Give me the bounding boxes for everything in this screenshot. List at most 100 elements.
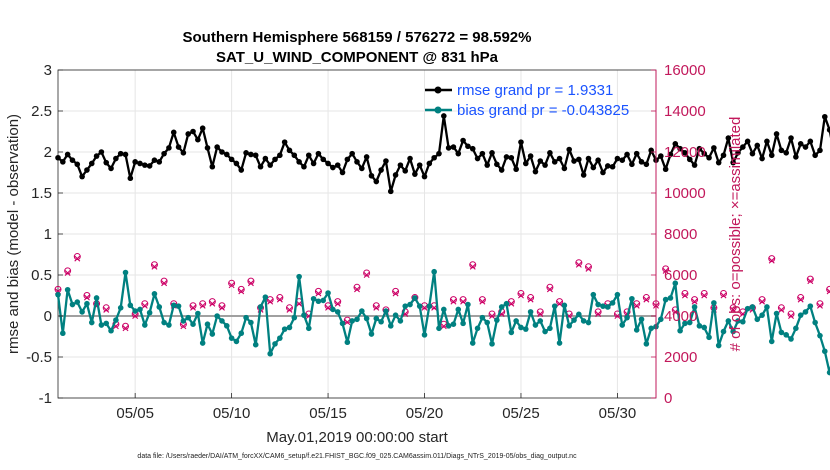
bias-point: [310, 295, 317, 302]
obs-possible-point: [816, 300, 824, 308]
bias-point: [547, 325, 553, 332]
rmse-point: [74, 161, 81, 168]
obs-assimilated-point: [363, 272, 370, 278]
obs-assimilated-point: [218, 304, 225, 311]
obs-possible-point: [546, 283, 554, 291]
bias-point: [426, 303, 433, 309]
rmse-point: [484, 162, 491, 168]
obs-possible-point: [372, 302, 380, 310]
obs-assimilated-point: [691, 298, 698, 305]
bias-point: [793, 325, 799, 332]
obs-possible-point: [797, 294, 805, 302]
bias-point: [542, 328, 548, 335]
rmse-point: [633, 150, 640, 157]
x-tick-label: 05/15: [309, 405, 347, 422]
bias-point: [513, 318, 519, 324]
rmse-point: [749, 150, 756, 157]
obs-assimilated-point: [701, 292, 708, 299]
obs-possible-point: [469, 261, 477, 269]
rmse-point: [686, 156, 693, 163]
bias-point: [402, 303, 409, 309]
bias-point: [788, 336, 794, 342]
y-tick-label: 1.5: [31, 185, 52, 202]
obs-assimilated-point: [585, 265, 592, 272]
rmse-point: [764, 138, 770, 145]
obs-possible-point: [102, 304, 110, 312]
rmse-point: [228, 156, 235, 163]
bias-point: [243, 314, 249, 321]
bias-point: [638, 316, 645, 323]
obs-assimilated-point: [633, 302, 640, 309]
bias-point: [286, 324, 293, 331]
y-axis-label: rmse and bias (model - observation): [5, 114, 22, 354]
rmse-point: [542, 162, 548, 168]
obs-assimilated-point: [479, 298, 486, 305]
bias-point: [797, 312, 804, 318]
x-axis-label: May.01,2019 00:00:00 start: [266, 429, 448, 446]
rmse-point: [551, 159, 558, 165]
bias-point: [643, 341, 650, 347]
bias-point: [431, 268, 437, 275]
rmse-point: [773, 131, 780, 137]
obs-possible-point: [517, 289, 525, 297]
rmse-point: [214, 144, 220, 150]
bias-point: [195, 310, 201, 317]
obs-assimilated-point: [132, 313, 139, 319]
bias-point: [339, 320, 346, 327]
bias-point: [363, 315, 370, 322]
rmse-point: [474, 155, 481, 162]
y-tick-label: 2.5: [31, 103, 52, 120]
bias-point: [296, 273, 302, 280]
bias-point: [272, 341, 278, 347]
rmse-point: [98, 149, 105, 155]
bias-point: [720, 328, 727, 335]
bias-point: [585, 319, 592, 326]
rmse-point: [547, 150, 553, 156]
obs-possible-point: [363, 269, 371, 277]
rmse-point: [137, 160, 143, 167]
rmse-point: [624, 151, 630, 158]
obs-assimilated-point: [788, 313, 795, 319]
bias-point: [571, 317, 577, 323]
obs-possible-point: [758, 296, 766, 304]
bias-point: [566, 323, 572, 329]
bias-point: [412, 295, 418, 301]
rmse-point: [151, 157, 158, 163]
bias-point: [479, 314, 486, 321]
bias-point: [252, 341, 259, 348]
legend-bias-label: bias grand pr = -0.043825: [457, 102, 629, 119]
rmse-point: [609, 163, 616, 170]
rmse-point: [161, 150, 167, 157]
obs-possible-point: [160, 277, 168, 285]
bias-point: [190, 321, 196, 328]
obs-possible-point: [691, 296, 699, 304]
obs-possible-point: [806, 275, 814, 283]
bias-point: [735, 318, 741, 324]
bias-point: [691, 304, 698, 310]
obs-assimilated-point: [141, 302, 148, 309]
bias-point: [79, 309, 85, 315]
bias-point: [248, 319, 254, 326]
obs-assimilated-point: [556, 300, 563, 307]
obs-possible-point: [478, 296, 486, 304]
bias-point: [508, 329, 515, 336]
obs-assimilated-point: [816, 302, 823, 309]
bias-point: [783, 332, 790, 338]
rmse-point: [368, 172, 375, 179]
bias-point: [696, 323, 703, 329]
rmse-point: [561, 165, 568, 172]
bias-point: [392, 312, 399, 318]
y2-tick-label: 0: [664, 390, 672, 407]
obs-assimilated-point: [344, 319, 351, 326]
bias-point: [373, 315, 380, 322]
x-tick-label: 05/25: [502, 405, 540, 422]
bias-point: [682, 320, 688, 327]
bias-point: [108, 327, 114, 334]
obs-possible-point: [208, 298, 216, 306]
obs-assimilated-point: [209, 300, 216, 307]
bias-point: [711, 300, 717, 306]
bias-point: [730, 328, 736, 335]
rmse-point: [431, 154, 437, 161]
obs-assimilated-point: [797, 296, 804, 303]
rmse-point: [711, 145, 717, 151]
